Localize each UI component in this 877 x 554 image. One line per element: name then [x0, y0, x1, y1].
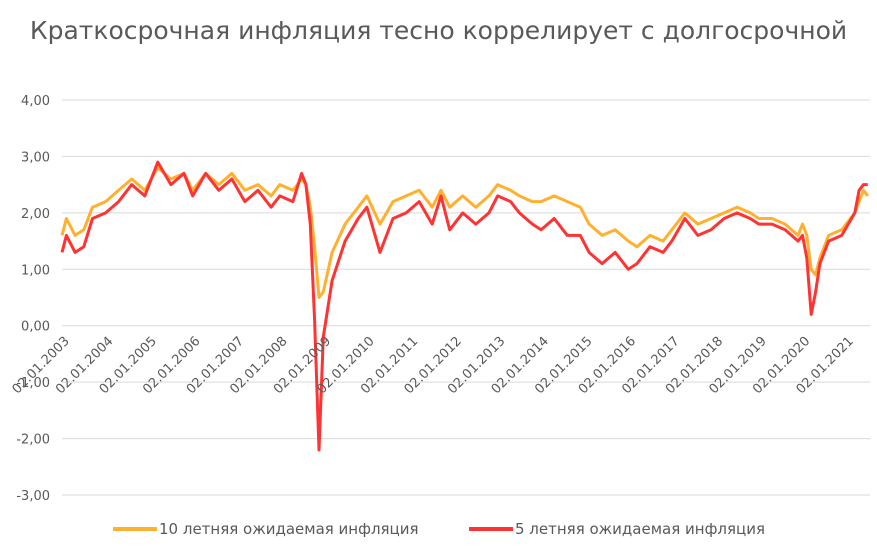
y-tick-label: 1,00	[21, 263, 50, 278]
legend: 10 летняя ожидаемая инфляция 5 летняя ож…	[0, 520, 877, 542]
legend-label-10y: 10 летняя ожидаемая инфляция	[159, 520, 419, 538]
legend-label-5y: 5 летняя ожидаемая инфляция	[515, 520, 765, 538]
y-tick-label: 0,00	[21, 320, 50, 335]
y-tick-label: -3,00	[16, 489, 50, 504]
y-axis-ticks: 4,00 3,00 2,00 1,00 0,00 -1,00 -2,00 -3,00	[16, 94, 50, 504]
y-tick-label: 4,00	[21, 94, 50, 109]
legend-item-10y: 10 летняя ожидаемая инфляция	[113, 520, 419, 538]
chart-title: Краткосрочная инфляция тесно коррелирует…	[29, 16, 848, 45]
legend-swatch-5y	[469, 527, 513, 531]
series-lines	[60, 160, 869, 452]
x-axis-ticks: 02.01.200302.01.200402.01.200502.01.2006…	[10, 334, 857, 397]
y-tick-label: 2,00	[21, 207, 50, 222]
y-tick-label: 3,00	[21, 150, 50, 165]
series-line-5y	[60, 160, 868, 452]
gridlines	[62, 99, 870, 496]
legend-item-5y: 5 летняя ожидаемая инфляция	[469, 520, 765, 538]
y-tick-label: -1,00	[16, 376, 50, 391]
legend-swatch-10y	[113, 527, 157, 531]
y-tick-label: -2,00	[16, 433, 50, 448]
series-line-10y	[60, 166, 869, 299]
